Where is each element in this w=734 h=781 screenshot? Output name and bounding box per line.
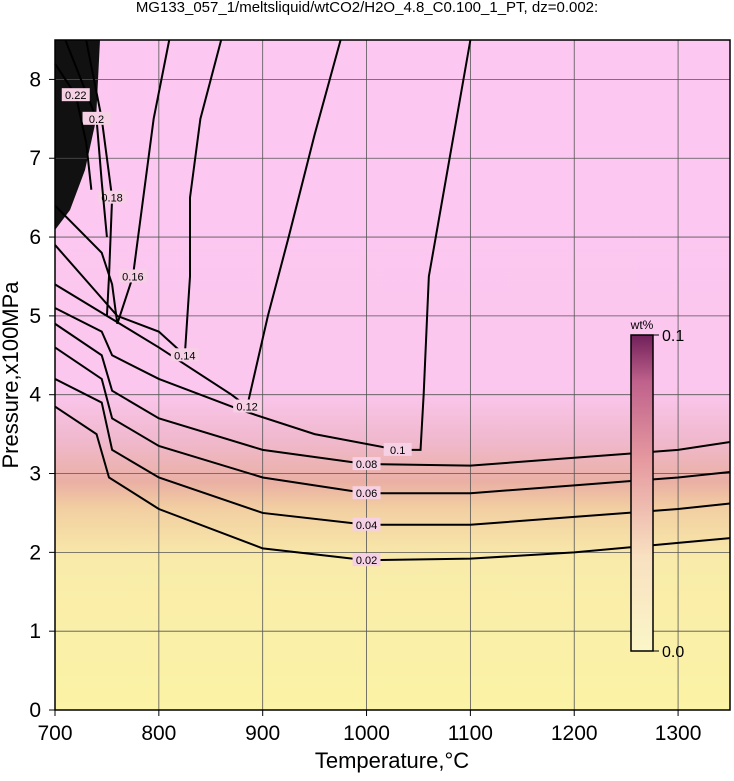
- y-tick-label: 2: [29, 541, 41, 564]
- y-tick-label: 4: [29, 384, 41, 407]
- colorbar: [630, 334, 654, 652]
- x-tick-label: 700: [37, 722, 72, 745]
- contour-label: 0.16: [122, 271, 143, 283]
- x-axis-label: Temperature,°C: [315, 748, 469, 773]
- chart-title: MG133_057_1/meltsliquid/wtCO2/H2O_4.8_C0…: [136, 0, 598, 16]
- contour-line: [54, 405, 731, 562]
- colorbar-label: wt%: [630, 318, 654, 332]
- contour-label-bg: [233, 399, 262, 413]
- contour-label: 0.14: [174, 350, 195, 362]
- y-axis-label: Pressure,x100MPa: [0, 281, 23, 469]
- y-tick-label: 6: [29, 226, 41, 249]
- dense-region: [55, 40, 100, 230]
- x-tick-label: 1100: [448, 722, 493, 745]
- colorbar-tick-label: 0.1: [662, 328, 684, 345]
- x-tick-label: 1300: [655, 722, 702, 745]
- contour-label: 0.04: [356, 520, 377, 532]
- y-tick-label: 0: [29, 699, 41, 722]
- contour-line: [54, 378, 731, 526]
- contour-label: 0.08: [356, 459, 377, 471]
- x-tick-label: 800: [141, 722, 176, 745]
- contour-label-bg: [118, 269, 147, 283]
- plot-frame: [54, 39, 731, 711]
- contour-label-bg: [352, 553, 381, 567]
- contour-label-bg: [383, 442, 412, 456]
- contour-label: 0.22: [65, 90, 86, 102]
- contour-line: [54, 63, 93, 190]
- contour-label-bg: [352, 517, 381, 531]
- contour-label: 0.12: [236, 402, 257, 414]
- contour-label: 0.06: [356, 488, 377, 500]
- y-tick-label: 1: [29, 620, 41, 643]
- contour-label-bg: [352, 486, 381, 500]
- contour-line: [54, 322, 731, 467]
- contour-label-bg: [82, 111, 111, 125]
- contour-line: [64, 39, 108, 238]
- contour-label: 0.2: [89, 114, 104, 126]
- x-tick-label: 1200: [551, 722, 598, 745]
- contour-label: 0.02: [356, 555, 377, 567]
- contour-line: [54, 39, 472, 451]
- y-tick-label: 3: [29, 463, 41, 486]
- contour-label-bg: [61, 88, 90, 102]
- contour-label: 0.18: [101, 193, 122, 205]
- contour-label: 0.1: [390, 445, 405, 457]
- contour-label-bg: [352, 457, 381, 471]
- contour-label-bg: [98, 190, 127, 204]
- y-tick-label: 5: [29, 305, 41, 328]
- x-tick-label: 900: [245, 722, 280, 745]
- field: [55, 40, 730, 710]
- contour-line: [54, 346, 731, 495]
- y-tick-label: 7: [29, 147, 41, 170]
- x-tick-label: 1000: [343, 722, 390, 745]
- colorbar-tick-label: 0.0: [662, 644, 684, 661]
- contour-label-bg: [170, 348, 199, 362]
- y-tick-label: 8: [29, 68, 41, 91]
- contour-line: [54, 39, 171, 325]
